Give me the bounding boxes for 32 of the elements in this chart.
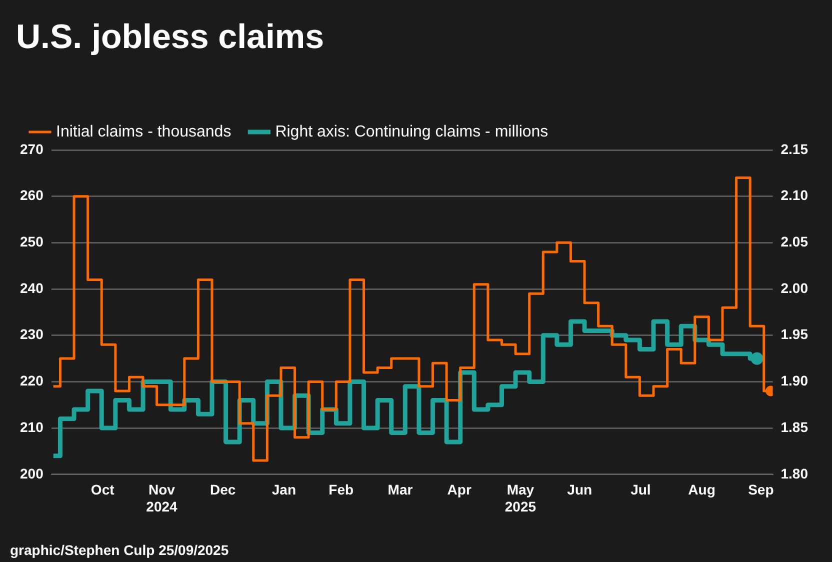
x-tick-label: Nov 2024 (146, 482, 178, 514)
x-tick-label: Oct (90, 482, 115, 498)
y2-tick-label: 1.95 (780, 326, 808, 342)
y2-tick-label: 1.85 (780, 418, 808, 435)
y2-tick-label: 1.90 (780, 372, 808, 389)
x-tick-label: Jun (567, 482, 592, 498)
x-tick-label: Apr (447, 482, 472, 498)
y-tick-label: 240 (20, 280, 44, 296)
y-tick-label: 210 (20, 418, 44, 435)
x-tick-label: Jul (630, 482, 651, 498)
chart-title: U.S. jobless claims (16, 18, 324, 57)
y-tick-label: 260 (20, 187, 44, 204)
x-tick-label: May 2025 (504, 482, 536, 514)
x-tick-label: Jan (272, 482, 296, 498)
y2-tick-label: 2.10 (780, 187, 808, 204)
x-tick-label: Feb (328, 482, 354, 498)
x-tick-label: Mar (388, 482, 414, 498)
y-tick-label: 250 (20, 234, 44, 250)
x-tick-label: Aug (688, 482, 716, 498)
y-tick-label: 270 (20, 140, 44, 157)
x-tick-label: Sep (748, 482, 774, 498)
y2-tick-label: 2.00 (780, 280, 808, 296)
legend-label: Right axis: Continuing claims - millions (275, 123, 548, 140)
x-tick-label: Dec (210, 482, 236, 498)
legend-label: Initial claims - thousands (56, 123, 232, 140)
y-tick-label: 230 (20, 326, 44, 342)
y2-tick-label: 2.05 (780, 234, 808, 250)
y2-tick-label: 2.15 (780, 140, 808, 157)
y-tick-label: 220 (20, 372, 44, 389)
y2-tick-label: 1.80 (780, 465, 808, 482)
text: graphic/Stephen Culp 25/09/2025 (10, 542, 229, 558)
y-tick-label: 200 (20, 465, 44, 482)
